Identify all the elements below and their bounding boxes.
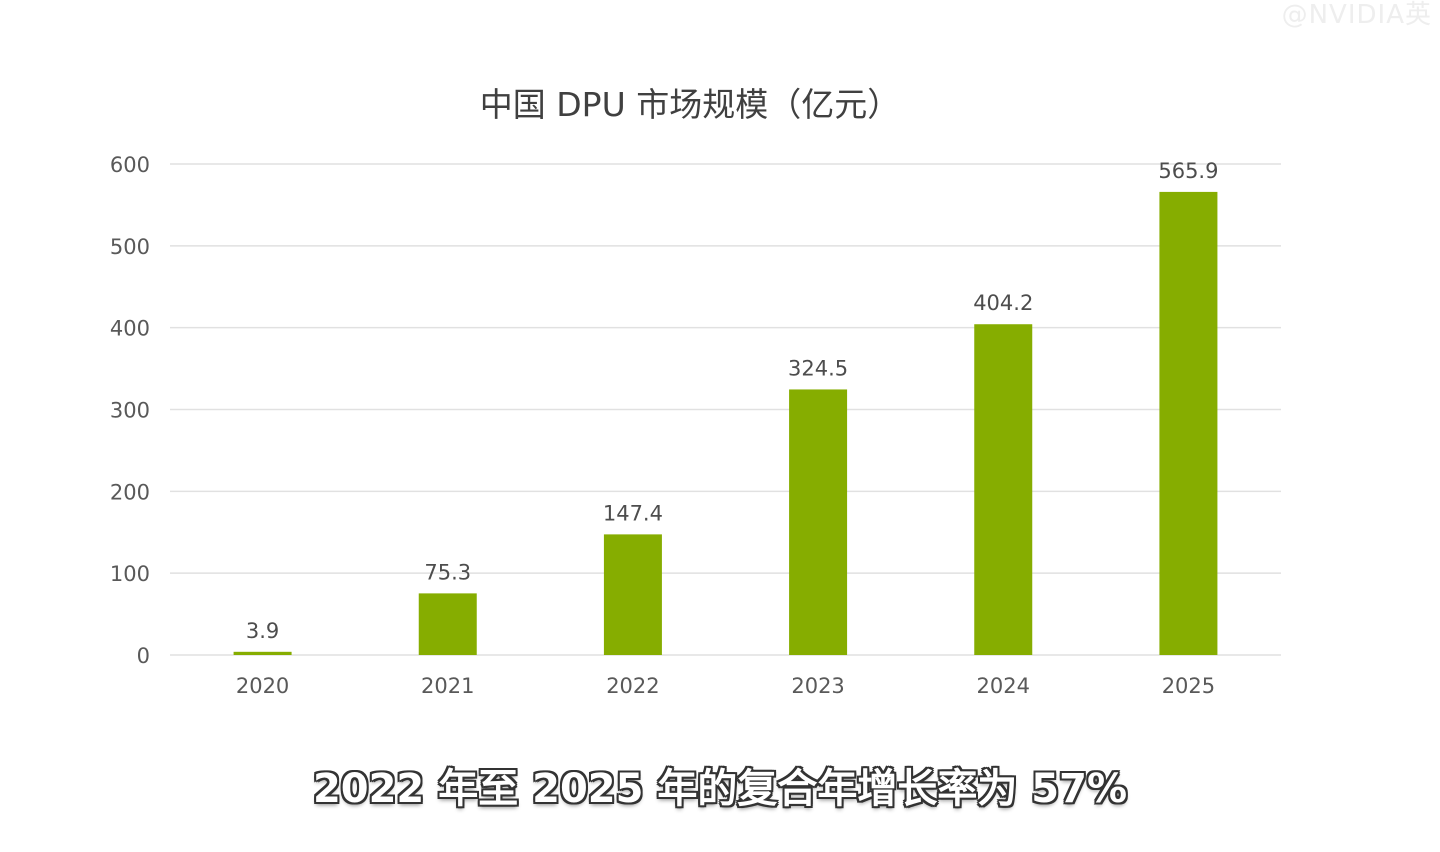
grid-lines — [170, 163, 1281, 656]
subtitle-caption: 2022 年至 2025 年的复合年增长率为 57% — [312, 766, 1128, 812]
data-label-2025: 565.9 — [1158, 159, 1218, 183]
bar-2020 — [233, 651, 292, 655]
watermark: @NVIDIA英 — [1281, 0, 1432, 30]
data-labels: 3.9 75.3 147.4 324.5 404.2 565.9 — [246, 159, 1219, 643]
data-label-2023: 324.5 — [788, 356, 848, 380]
y-tick-label: 100 — [110, 562, 150, 586]
x-tick-label-2024: 2024 — [977, 674, 1030, 698]
y-tick-label: 200 — [110, 480, 150, 504]
chart-title: 中国 DPU 市场规模（亿元） — [480, 85, 900, 124]
y-tick-label: 400 — [110, 317, 150, 341]
y-tick-label: 300 — [110, 399, 150, 423]
y-tick-label: 500 — [110, 235, 150, 259]
bars — [233, 191, 1218, 656]
x-tick-label-2020: 2020 — [236, 674, 289, 698]
x-tick-label-2021: 2021 — [421, 674, 474, 698]
data-label-2024: 404.2 — [973, 291, 1033, 315]
x-tick-label-2023: 2023 — [791, 674, 844, 698]
y-tick-label: 600 — [110, 153, 150, 177]
bar-2023 — [789, 389, 848, 655]
y-axis-ticks: 0 100 200 300 400 500 600 — [110, 153, 150, 668]
y-tick-label: 0 — [137, 644, 150, 668]
x-tick-label-2025: 2025 — [1162, 674, 1215, 698]
data-label-2021: 75.3 — [424, 560, 471, 584]
x-axis-ticks: 2020 2021 2022 2023 2024 2025 — [236, 674, 1215, 698]
data-label-2020: 3.9 — [246, 619, 279, 643]
bar-2021 — [418, 593, 477, 655]
x-tick-label-2022: 2022 — [606, 674, 659, 698]
bar-2022 — [603, 534, 662, 655]
bar-2025 — [1159, 191, 1218, 656]
bar-2024 — [974, 324, 1033, 655]
data-label-2022: 147.4 — [603, 501, 663, 525]
bar-chart: 中国 DPU 市场规模（亿元） 0 100 200 300 400 500 600 3.9 7… — [110, 85, 1281, 698]
